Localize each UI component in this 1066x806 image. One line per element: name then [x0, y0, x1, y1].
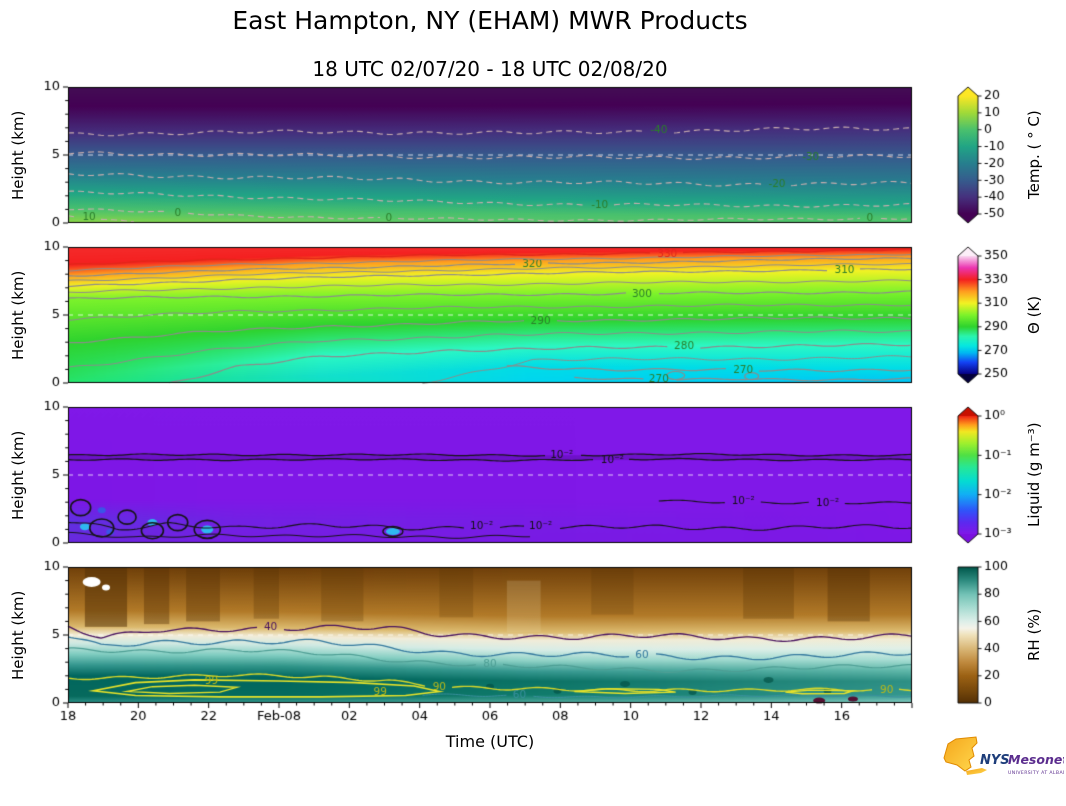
y-axis-label-liquid: Height (km)	[9, 430, 27, 520]
logo-university-text: UNIVERSITY AT ALBANY	[1008, 770, 1064, 776]
figure-subtitle: 18 UTC 02/07/20 - 18 UTC 02/08/20	[312, 57, 668, 81]
long-island-shape	[966, 768, 987, 775]
y-axis-label-theta: Height (km)	[9, 270, 27, 360]
logo-nys-text: NYS	[980, 753, 1010, 768]
x-axis-label: Time (UTC)	[445, 732, 535, 751]
colorbar-label-theta: Θ (K)	[1025, 295, 1043, 335]
nys-mesonet-logo: NYS Mesonet UNIVERSITY AT ALBANY	[936, 724, 1066, 798]
y-axis-label-rh: Height (km)	[9, 590, 27, 680]
colorbar-label-liquid: Liquid (g m⁻³)	[1025, 422, 1043, 528]
ny-state-shape	[943, 736, 978, 772]
colorbar-label-temperature: Temp. ( ° C)	[1025, 110, 1043, 200]
colorbar-label-rh: RH (%)	[1025, 608, 1043, 662]
logo-mesonet-text: Mesonet	[1008, 752, 1064, 767]
y-axis-label-temperature: Height (km)	[9, 110, 27, 200]
figure-title: East Hampton, NY (EHAM) MWR Products	[232, 6, 748, 35]
